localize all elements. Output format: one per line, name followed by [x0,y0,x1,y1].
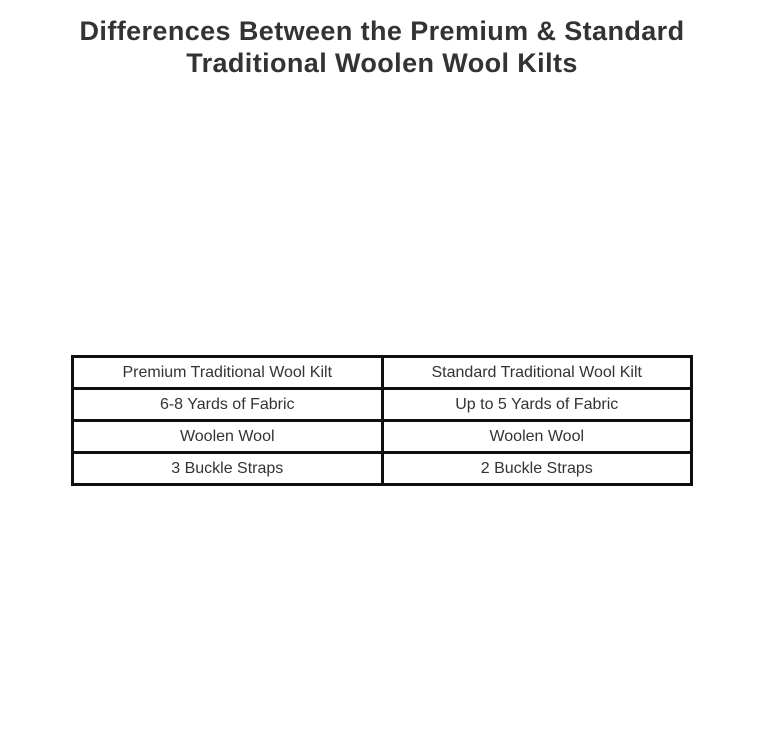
page-title: Differences Between the Premium & Standa… [79,16,685,78]
table-cell-standard-fabric: Up to 5 Yards of Fabric [380,387,693,422]
comparison-table: Premium Traditional Wool Kilt Standard T… [71,355,693,486]
table-cell-premium-straps: 3 Buckle Straps [71,451,384,486]
comparison-table-body: Premium Traditional Wool Kilt Standard T… [71,355,693,486]
table-cell-standard-material: Woolen Wool [380,419,693,454]
table-cell-standard-title: Standard Traditional Wool Kilt [380,355,693,390]
table-cell-premium-material: Woolen Wool [71,419,384,454]
table-row: Premium Traditional Wool Kilt Standard T… [71,355,693,390]
table-row: 3 Buckle Straps 2 Buckle Straps [71,451,693,486]
table-cell-premium-fabric: 6-8 Yards of Fabric [71,387,384,422]
table-cell-standard-straps: 2 Buckle Straps [380,451,693,486]
table-cell-premium-title: Premium Traditional Wool Kilt [71,355,384,390]
table-row: Woolen Wool Woolen Wool [71,419,693,454]
table-row: 6-8 Yards of Fabric Up to 5 Yards of Fab… [71,387,693,422]
